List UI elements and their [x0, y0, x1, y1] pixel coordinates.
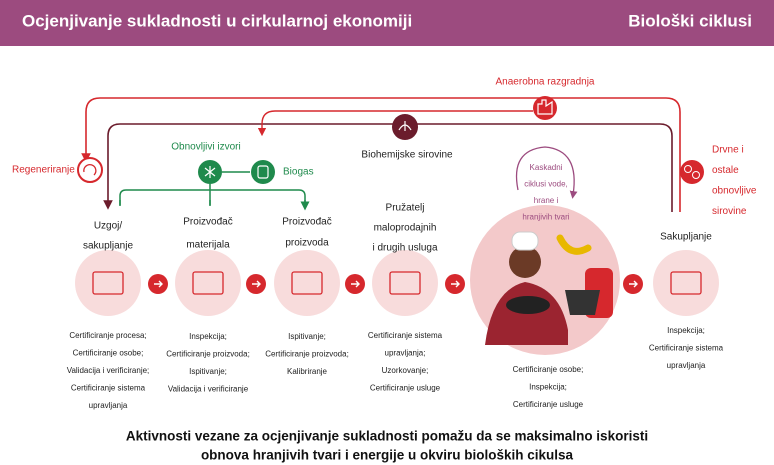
anaerobic-label: Anaerobna razgradnja — [496, 77, 595, 88]
stage-activity: Certificiranje proizvoda; — [166, 350, 250, 359]
header-title: Ocjenjivanje sukladnosti u cirkularnoj e… — [22, 11, 412, 30]
stage-label: Proizvođač — [282, 217, 331, 228]
stage-activity: Certificiranje sistema — [71, 384, 146, 393]
stage-label: materijala — [186, 240, 230, 251]
wood-label: sirovine — [712, 206, 747, 217]
biochemical-loop — [108, 124, 672, 212]
bowl — [506, 296, 550, 314]
renewable-label: Obnovljivi izvori — [171, 142, 240, 153]
stage-label: Uzgoj/ — [94, 221, 123, 232]
green-arrows — [120, 200, 305, 206]
cascade-label: hranjivih tvari — [522, 213, 569, 222]
stage-circle — [653, 250, 719, 316]
mixer-bowl — [565, 290, 600, 315]
person-head — [509, 246, 541, 278]
stage-activity: Certificiranje usluge — [513, 400, 584, 409]
stage-activity: Kalibriranje — [287, 367, 328, 376]
stage-activity: Inspekcija; — [189, 332, 227, 341]
cascade-label: hrane i — [534, 196, 559, 205]
diagram: Ocjenjivanje sukladnosti u cirkularnoj e… — [0, 0, 774, 465]
biogas-label: Biogas — [283, 167, 314, 178]
stage-label: i drugih usluga — [372, 243, 437, 254]
header-subtitle: Biološki ciklusi — [628, 11, 752, 30]
stage-circle — [175, 250, 241, 316]
stage-label: Sakupljanje — [660, 232, 712, 243]
stage-label: maloprodajnih — [374, 223, 437, 234]
stage-label: sakupljanje — [83, 241, 133, 252]
footer-line: Aktivnosti vezane za ocjenjivanje suklad… — [126, 429, 648, 444]
stage-label: Pružatelj — [386, 203, 425, 214]
stage-activity: Certificiranje proizvoda; — [265, 350, 349, 359]
biochemical-label: Biohemijske sirovine — [361, 150, 453, 161]
stage-activity: Validacija i verificiranje — [168, 385, 249, 394]
regeneration-label: Regeneriranje — [12, 165, 75, 176]
stage-activity: upravljanja; — [385, 349, 426, 358]
chef-hat — [512, 232, 538, 250]
stage-activity: Certificiranje usluge — [370, 384, 441, 393]
stage-activity: upravljanja — [667, 361, 706, 370]
stage-circle — [75, 250, 141, 316]
stage-label: Proizvođač — [183, 217, 232, 228]
stage-activity: Certificiranje sistema — [368, 331, 443, 340]
regeneration-icon — [78, 158, 102, 182]
stage-activity: Inspekcija; — [667, 326, 705, 335]
wood-icon — [680, 160, 704, 184]
stage-activity: Certificiranje sistema — [649, 344, 724, 353]
wood-label: obnovljive — [712, 186, 757, 197]
stage-activity: Validacija i verificiranje; — [67, 366, 150, 375]
stage-activity: Certificiranje osobe; — [513, 365, 584, 374]
stage-activity: Ispitivanje; — [288, 332, 326, 341]
stage-activity: Uzorkovanje; — [382, 366, 429, 375]
stage-circle — [372, 250, 438, 316]
stage-circle — [274, 250, 340, 316]
green-flow — [120, 184, 305, 205]
wood-label: Drvne i — [712, 145, 744, 156]
biogas-icon — [251, 160, 275, 184]
stage-activity: Ispitivanje; — [189, 367, 227, 376]
stage-label: proizvoda — [285, 238, 329, 249]
dynamic-layer: Anaerobna razgradnja Regeneriranje Obnovlj… — [12, 77, 757, 463]
footer-line: obnova hranjivih tvari i energije u okvi… — [201, 448, 574, 463]
stage-activity: Certificiranje osobe; — [73, 349, 144, 358]
cascade-label: ciklusi vode, — [524, 180, 568, 189]
wood-label: ostale — [712, 165, 739, 176]
stage-activity: Certificiranje procesa; — [69, 331, 146, 340]
stage-activity: Inspekcija; — [529, 383, 567, 392]
cascade-label: Kaskadni — [530, 163, 563, 172]
stage-activity: upravljanja — [89, 401, 128, 410]
